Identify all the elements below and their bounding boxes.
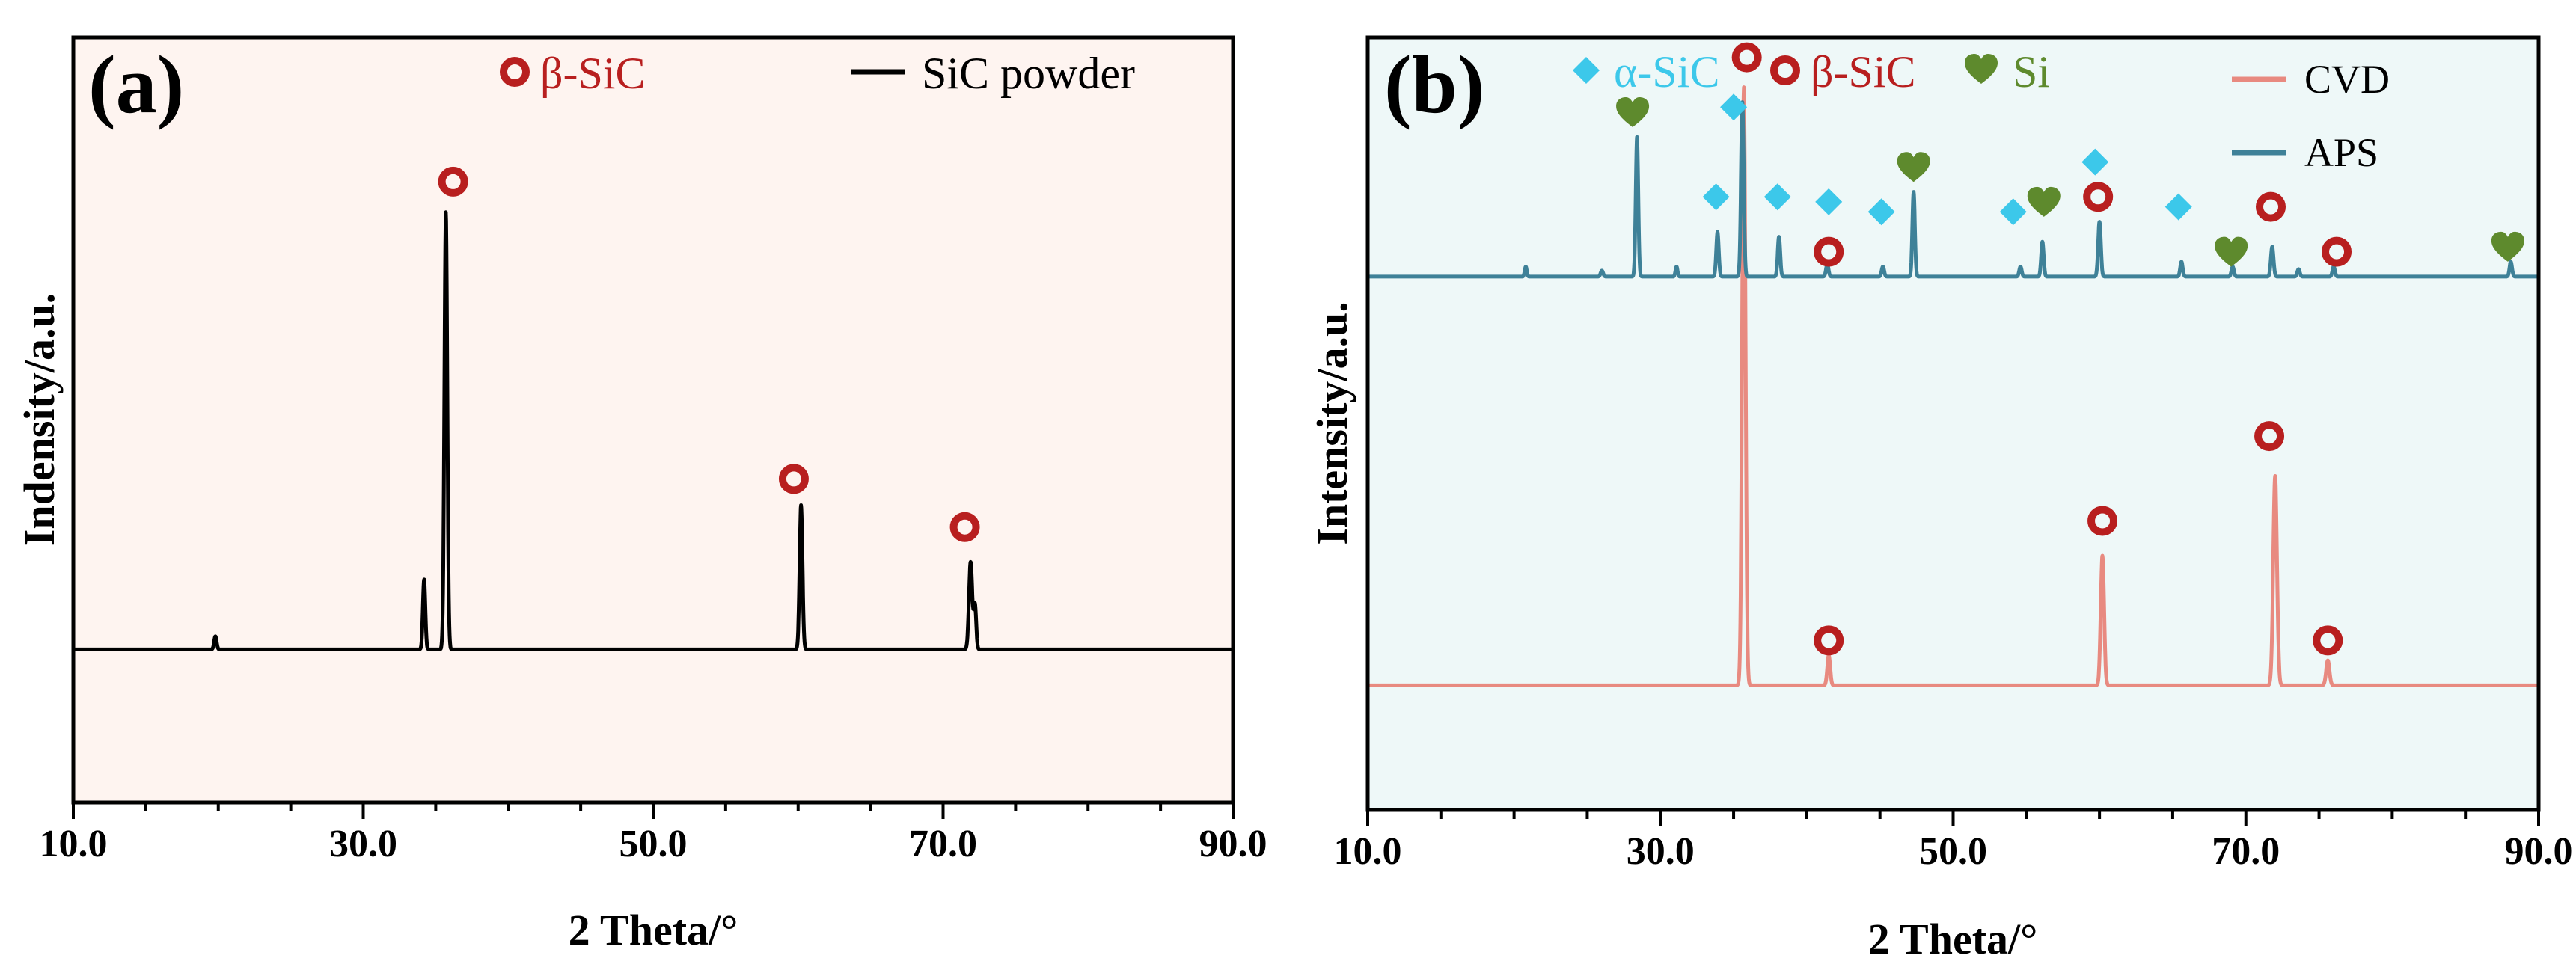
phase-marker-si — [1616, 96, 1650, 127]
phase-marker-alpha--sic — [2164, 193, 2192, 221]
panel-a-phase-markers — [438, 166, 980, 542]
legend-alpha-SiC-diamond-marker — [1573, 57, 1600, 84]
panel-a-x-axis-label: 2 Theta/° — [569, 906, 738, 954]
phase-marker-beta--sic — [2083, 182, 2114, 212]
panel-a-y-axis-label: Indensity/a.u. — [15, 293, 64, 546]
panel-b-phase-legend: α-SiC β-SiC Si — [1573, 47, 2050, 96]
series-line-aps — [1365, 100, 2541, 279]
panel-b-x-axis-label: 2 Theta/° — [1868, 915, 2038, 963]
legend-beta-SiC-ring-marker — [1770, 55, 1800, 85]
panel-b-x-axis-ticks: 10.0 30.0 50.0 70.0 90.0 — [1334, 810, 2573, 873]
x-tick-label: 70.0 — [2212, 830, 2280, 873]
phase-marker-beta--sic — [1814, 236, 1844, 267]
legend-Si-heart-marker — [1965, 54, 1998, 84]
phase-marker-beta--sic — [438, 166, 468, 197]
panel-b-label: (b) — [1384, 39, 1484, 130]
phase-marker-alpha--sic — [1815, 188, 1843, 215]
phase-marker-beta--sic — [1814, 625, 1844, 656]
phase-marker-alpha--sic — [2081, 148, 2109, 176]
phase-marker-beta--sic — [949, 512, 980, 542]
phase-marker-beta--sic — [2313, 625, 2343, 656]
x-tick-label: 70.0 — [909, 823, 977, 865]
phase-marker-beta--sic — [2087, 506, 2118, 536]
legend-beta-SiC-label: β-SiC — [1811, 47, 1916, 96]
panel-a-plot-background — [73, 37, 1233, 802]
phase-marker-si — [2215, 236, 2248, 267]
phase-marker-beta--sic — [1731, 42, 1762, 73]
panel-b-y-axis-label: Intensity/a.u. — [1308, 301, 1356, 545]
phase-marker-alpha--sic — [1999, 198, 2027, 226]
x-tick-label: 90.0 — [2505, 830, 2573, 873]
phase-marker-si — [2491, 231, 2524, 262]
panel-b-series-legend: CVD APS — [2232, 57, 2390, 175]
legend-beta-SiC-label: β-SiC — [540, 49, 646, 98]
legend-sic-powder-label: SiC powder — [922, 49, 1135, 98]
x-tick-label: 30.0 — [1627, 830, 1695, 873]
series-line-sic-powder — [71, 210, 1235, 651]
panel-b-curves — [1365, 85, 2541, 687]
x-tick-label: 10.0 — [1334, 830, 1402, 873]
panel-a-curves — [71, 210, 1235, 651]
phase-marker-si — [1897, 152, 1930, 182]
panel-b: 10.0 30.0 50.0 70.0 90.0 (b) α-SiC β-SiC Si … — [1308, 35, 2573, 963]
legend-alpha-SiC-label: α-SiC — [1614, 47, 1719, 96]
panel-a-legend: β-SiC SiC powder — [500, 49, 1135, 98]
phase-marker-beta--sic — [778, 464, 809, 494]
x-tick-label: 50.0 — [1919, 830, 1987, 873]
legend-Si-label: Si — [2013, 47, 2050, 96]
x-tick-label: 90.0 — [1199, 823, 1267, 865]
phase-marker-alpha--sic — [1702, 183, 1730, 211]
panel-b-phase-markers — [1616, 42, 2524, 656]
legend-beta-SiC-ring-marker — [500, 57, 530, 87]
phase-marker-alpha--sic — [1720, 93, 1748, 121]
x-tick-label: 30.0 — [329, 823, 397, 865]
panel-a: 10.0 30.0 50.0 70.0 90.0 (a) β-SiC SiC powde… — [15, 35, 1267, 954]
phase-marker-si — [2027, 186, 2061, 217]
phase-marker-beta--sic — [2256, 191, 2286, 222]
legend-cvd-label: CVD — [2304, 57, 2390, 102]
series-line-cvd — [1365, 85, 2541, 687]
phase-marker-alpha--sic — [1763, 183, 1791, 211]
x-tick-label: 10.0 — [40, 823, 108, 865]
phase-marker-beta--sic — [2322, 236, 2352, 267]
phase-marker-beta--sic — [2254, 421, 2285, 452]
panel-b-plot-background — [1368, 37, 2539, 810]
x-tick-label: 50.0 — [619, 823, 688, 865]
legend-aps-label: APS — [2304, 130, 2378, 175]
panel-a-label: (a) — [88, 39, 184, 130]
phase-marker-alpha--sic — [1867, 198, 1895, 226]
panel-a-x-axis-ticks: 10.0 30.0 50.0 70.0 90.0 — [40, 802, 1267, 865]
